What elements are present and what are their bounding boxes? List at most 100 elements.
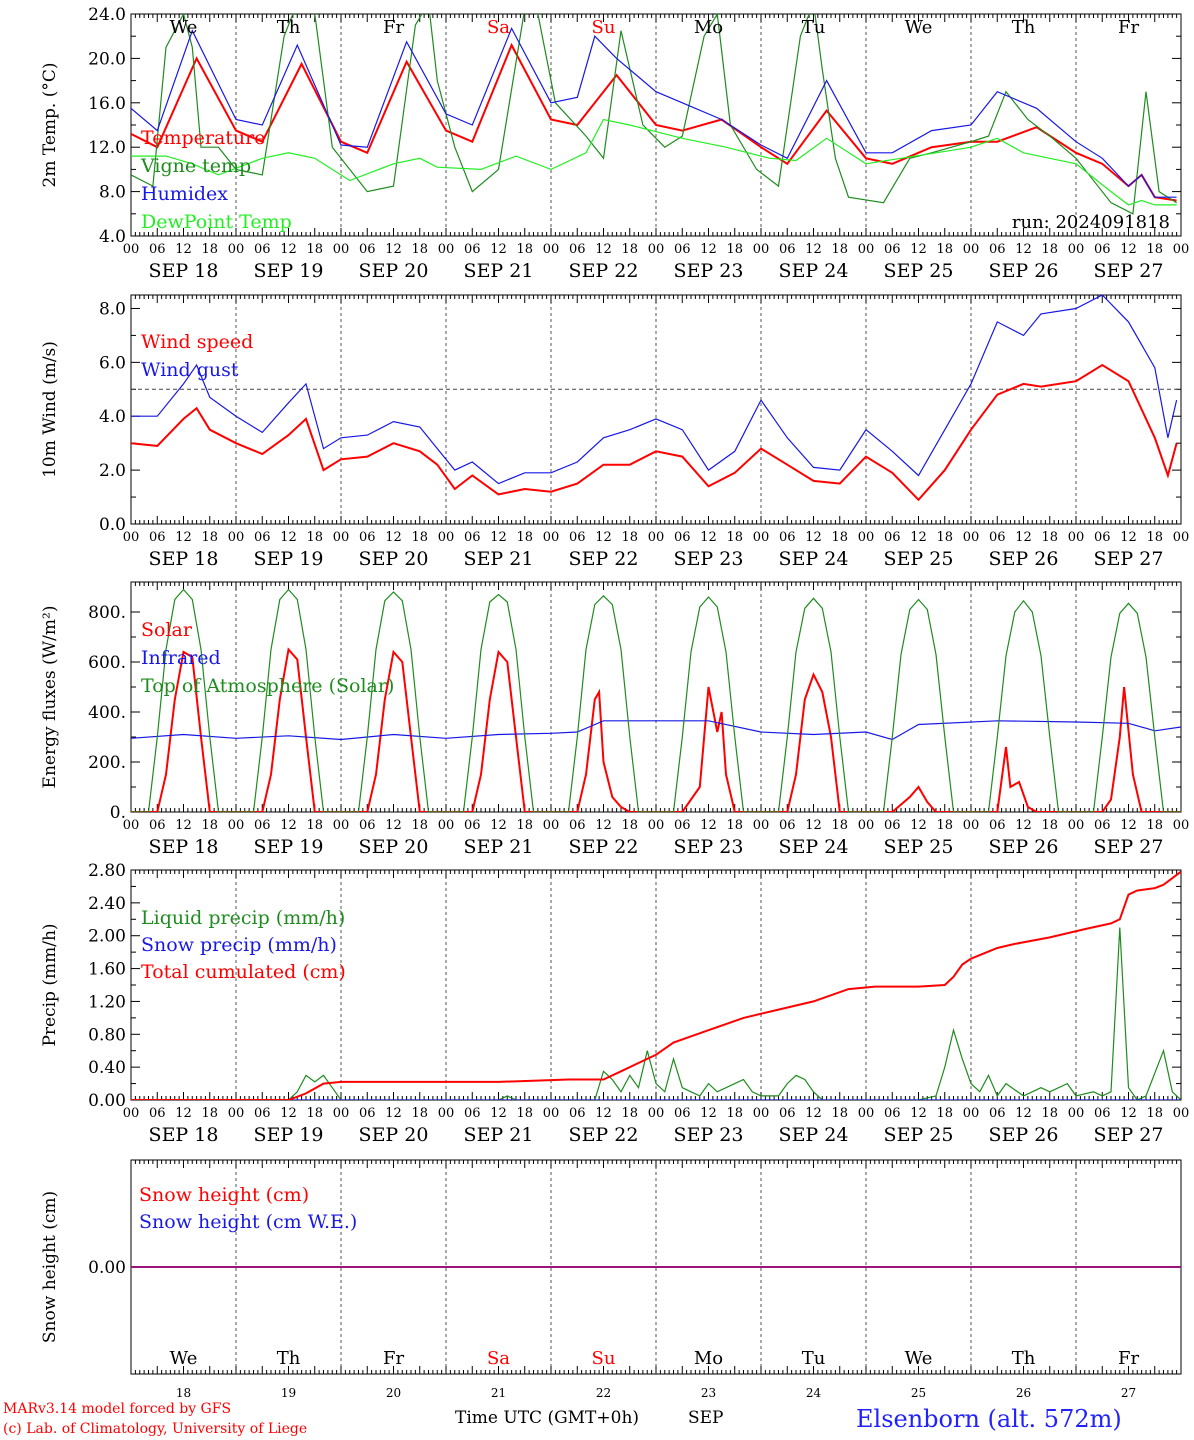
station-label: Elsenborn (alt. 572m) xyxy=(856,1405,1122,1433)
x-hour-label: 00 xyxy=(123,242,140,257)
y-axis-label: 2m Temp. (°C) xyxy=(40,62,60,187)
x-hour-label: 06 xyxy=(149,242,166,257)
x-hour-label: 18 xyxy=(1041,242,1058,257)
x-hour-label: 18 xyxy=(621,242,638,257)
x-hour-label: 06 xyxy=(359,1106,376,1121)
panel-2: 0.0 2.0 4.0 6.0 8.0 10m Wind (m/s) Wind speed W… xyxy=(40,294,1189,570)
y-tick-label: 0.0 xyxy=(99,515,126,535)
x-hour-label: 18 xyxy=(201,818,218,833)
x-hour-label: 18 xyxy=(1041,818,1058,833)
x-hour-label: 18 xyxy=(516,818,533,833)
x-hour-label: 18 xyxy=(201,1106,218,1121)
day-of-week-label: Fr xyxy=(383,1348,404,1369)
series-wind-speed xyxy=(131,363,1178,502)
series-infrared xyxy=(131,720,1181,741)
x-hour-label: 18 xyxy=(1146,530,1163,545)
x-hour-label: 18 xyxy=(831,1106,848,1121)
x-hour-label: 06 xyxy=(674,818,691,833)
x-hour-label: 06 xyxy=(149,1106,166,1121)
x-hour-label: 18 xyxy=(306,530,323,545)
legend-entry: Snow precip (mm/h) xyxy=(141,934,337,956)
x-hour-label: 12 xyxy=(490,1106,507,1121)
x-hour-label: 18 xyxy=(306,818,323,833)
x-hour-label: 00 xyxy=(1173,1106,1190,1121)
day-of-week-label: Fr xyxy=(1118,17,1139,38)
day-of-week-label: We xyxy=(905,1348,933,1369)
panels: 4.0 8.0 12.0 16.0 20.0 24.0 2m Temp. (°C) Tempe… xyxy=(40,5,1190,1400)
x-hour-label: 06 xyxy=(1094,818,1111,833)
x-hour-label: 12 xyxy=(805,818,822,833)
x-hour-label: 12 xyxy=(490,242,507,257)
x-hour-label: 06 xyxy=(254,530,271,545)
series-group xyxy=(131,295,1178,502)
y-tick-label: 12.0 xyxy=(88,138,126,158)
x-hour-label: 18 xyxy=(831,530,848,545)
x-hour-label: 00 xyxy=(123,1106,140,1121)
x-hour-label: 12 xyxy=(280,242,297,257)
x-hour-label: 18 xyxy=(831,818,848,833)
x-hour-label: 00 xyxy=(123,818,140,833)
x-hour-label: 06 xyxy=(674,530,691,545)
x-hour-label: 00 xyxy=(963,1106,980,1121)
day-of-week-label: We xyxy=(170,1348,198,1369)
day-number-label: 26 xyxy=(1016,1386,1031,1400)
x-hour-label: 00 xyxy=(333,818,350,833)
x-hour-label: 06 xyxy=(779,242,796,257)
x-hour-label: 12 xyxy=(175,818,192,833)
x-hour-label: 06 xyxy=(779,818,796,833)
x-hour-label: 00 xyxy=(963,242,980,257)
y-axis-label: 10m Wind (m/s) xyxy=(40,341,60,478)
x-hour-label: 00 xyxy=(753,242,770,257)
day-number-label: 24 xyxy=(806,1386,822,1400)
x-hour-label: 12 xyxy=(1120,818,1137,833)
legend-entry: Temperature xyxy=(141,127,265,149)
month-label: SEP xyxy=(688,1408,724,1428)
x-date-label: SEP 22 xyxy=(569,548,639,570)
x-date-label: SEP 26 xyxy=(989,836,1059,858)
x-hour-label: 18 xyxy=(621,1106,638,1121)
y-tick-label: 0.00 xyxy=(88,1258,126,1278)
x-date-label: SEP 19 xyxy=(254,1124,324,1146)
x-hour-label: 06 xyxy=(884,1106,901,1121)
day-number-label: 25 xyxy=(911,1386,926,1400)
x-date-label: SEP 19 xyxy=(254,836,324,858)
y-axis-label: Precip (mm/h) xyxy=(40,923,60,1046)
x-hour-label: 12 xyxy=(700,1106,717,1121)
y-tick-label: 4.0 xyxy=(99,227,126,247)
day-of-week-label: Tu xyxy=(802,17,826,38)
x-hour-label: 18 xyxy=(1041,530,1058,545)
x-hour-label: 12 xyxy=(805,530,822,545)
x-date-label: SEP 21 xyxy=(464,1124,534,1146)
x-hour-label: 00 xyxy=(1068,1106,1085,1121)
x-hour-label: 00 xyxy=(858,530,875,545)
x-hour-label: 00 xyxy=(228,530,245,545)
x-hour-label: 00 xyxy=(438,1106,455,1121)
x-hour-label: 12 xyxy=(385,530,402,545)
x-date-label: SEP 18 xyxy=(149,548,219,570)
x-hour-label: 12 xyxy=(175,1106,192,1121)
y-tick-label: 0. xyxy=(110,803,126,823)
x-hour-label: 00 xyxy=(648,530,665,545)
x-hour-label: 06 xyxy=(779,1106,796,1121)
x-date-label: SEP 25 xyxy=(884,548,954,570)
x-hour-label: 06 xyxy=(359,242,376,257)
legend-entry: Solar xyxy=(141,619,193,641)
day-of-week-label: Th xyxy=(1012,1348,1036,1369)
day-number-label: 20 xyxy=(386,1386,401,1400)
x-hour-label: 06 xyxy=(464,530,481,545)
day-of-week-label: Fr xyxy=(1118,1348,1139,1369)
x-date-label: SEP 24 xyxy=(779,836,849,858)
x-hour-label: 06 xyxy=(569,1106,586,1121)
x-hour-label: 18 xyxy=(936,242,953,257)
x-hour-label: 12 xyxy=(700,530,717,545)
x-date-label: SEP 25 xyxy=(884,836,954,858)
run-annotation: run: 2024091818 xyxy=(1012,212,1170,233)
x-hour-label: 12 xyxy=(280,818,297,833)
series-liquid-precip-mm-h- xyxy=(131,927,1181,1100)
series-group xyxy=(131,588,1181,812)
x-hour-label: 06 xyxy=(989,818,1006,833)
x-hour-label: 06 xyxy=(464,242,481,257)
day-of-week-label: Sa xyxy=(487,17,510,38)
x-date-label: SEP 20 xyxy=(359,260,429,282)
